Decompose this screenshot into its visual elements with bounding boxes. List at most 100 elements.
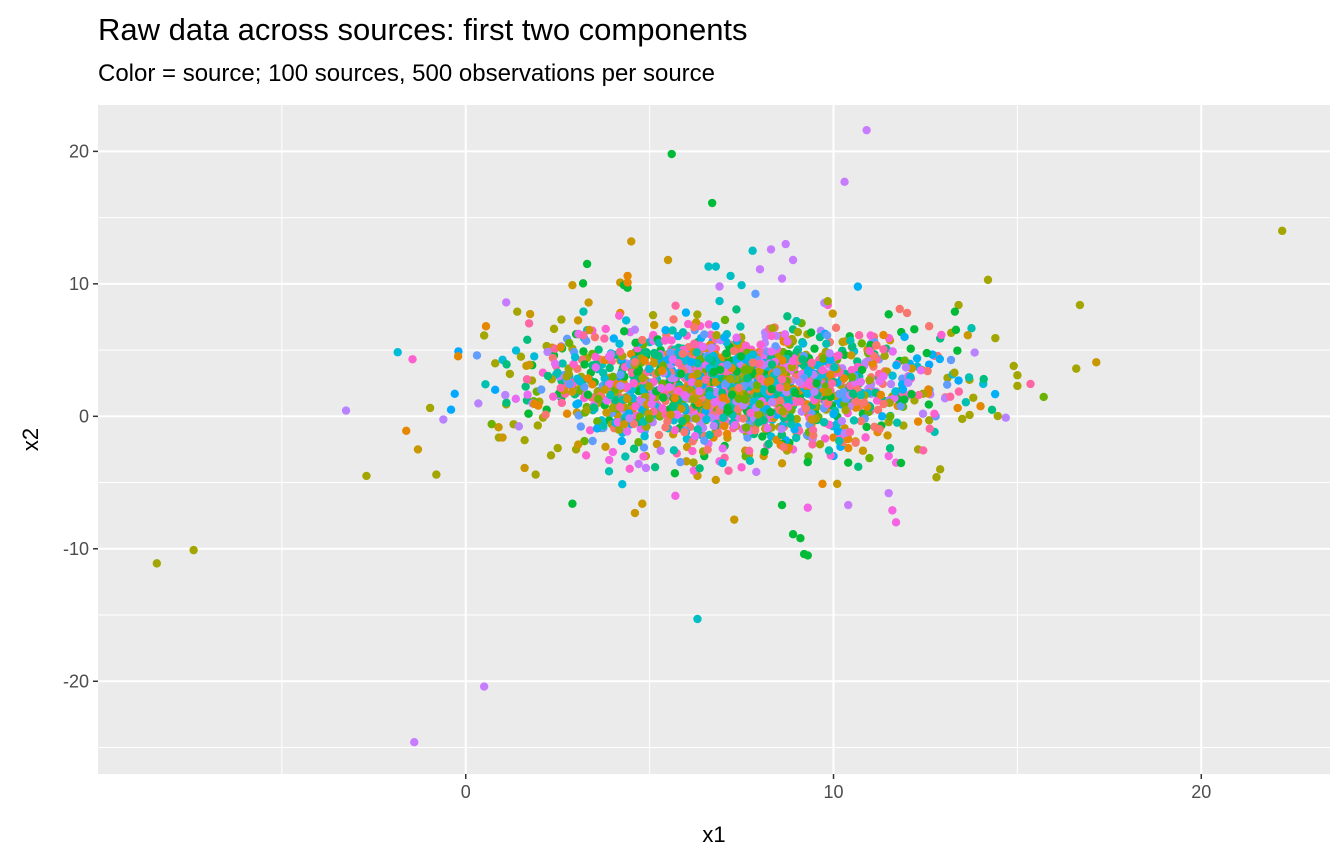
data-point bbox=[760, 447, 769, 456]
data-point bbox=[885, 412, 895, 421]
data-point bbox=[606, 390, 615, 400]
data-point bbox=[737, 463, 746, 472]
data-point bbox=[853, 282, 863, 291]
data-point bbox=[892, 418, 902, 427]
data-point bbox=[953, 346, 962, 355]
data-point bbox=[688, 394, 698, 404]
data-point bbox=[865, 376, 874, 385]
data-point bbox=[616, 381, 625, 391]
data-point bbox=[766, 376, 775, 386]
data-point bbox=[657, 384, 666, 393]
data-point bbox=[693, 369, 702, 378]
data-point bbox=[844, 443, 853, 453]
data-point bbox=[649, 320, 659, 330]
data-point bbox=[806, 328, 816, 337]
chart-subtitle: Color = source; 100 sources, 500 observa… bbox=[98, 60, 716, 87]
data-point bbox=[718, 444, 727, 453]
data-point bbox=[751, 289, 760, 299]
data-point bbox=[913, 417, 923, 426]
data-point bbox=[609, 334, 618, 343]
y-tick-label: 0 bbox=[79, 406, 89, 426]
data-point bbox=[670, 393, 680, 403]
data-point bbox=[719, 413, 728, 422]
data-point bbox=[930, 409, 939, 418]
data-point bbox=[846, 336, 855, 345]
data-point bbox=[695, 387, 704, 396]
data-point bbox=[648, 310, 658, 320]
data-point bbox=[808, 440, 817, 449]
data-point bbox=[839, 374, 849, 383]
data-point bbox=[726, 271, 735, 281]
data-point bbox=[362, 471, 371, 481]
data-point bbox=[892, 361, 901, 370]
data-point bbox=[879, 345, 888, 354]
data-point bbox=[630, 325, 640, 334]
data-point bbox=[625, 464, 634, 474]
data-point bbox=[623, 394, 632, 404]
data-point bbox=[616, 370, 625, 379]
data-point bbox=[916, 366, 926, 375]
data-point bbox=[557, 315, 566, 324]
data-point bbox=[852, 397, 862, 406]
data-point bbox=[667, 149, 676, 159]
data-point bbox=[659, 393, 668, 402]
data-point bbox=[763, 424, 772, 433]
data-point bbox=[556, 343, 565, 352]
data-point bbox=[514, 422, 524, 431]
data-point bbox=[625, 414, 634, 423]
data-point bbox=[627, 237, 636, 246]
data-point bbox=[778, 356, 787, 365]
data-point bbox=[525, 360, 534, 370]
data-point bbox=[579, 347, 588, 356]
data-point bbox=[1277, 226, 1287, 236]
data-point bbox=[884, 451, 893, 461]
data-point bbox=[858, 446, 868, 455]
data-point bbox=[991, 333, 1000, 343]
data-point bbox=[711, 475, 721, 485]
data-point bbox=[580, 360, 589, 369]
data-point bbox=[699, 342, 708, 352]
data-point bbox=[857, 339, 867, 348]
data-point bbox=[743, 374, 752, 383]
data-point bbox=[619, 327, 629, 336]
data-point bbox=[1092, 358, 1101, 367]
data-point bbox=[807, 358, 816, 367]
chart-title: Raw data across sources: first two compo… bbox=[98, 12, 748, 47]
data-point bbox=[835, 436, 844, 446]
data-point bbox=[767, 385, 776, 394]
data-point bbox=[550, 359, 560, 368]
data-point bbox=[580, 436, 589, 446]
data-point bbox=[585, 325, 594, 335]
data-point bbox=[501, 390, 510, 400]
data-point bbox=[502, 398, 511, 407]
data-point bbox=[600, 385, 609, 394]
data-point bbox=[537, 385, 546, 394]
data-point bbox=[511, 346, 521, 355]
data-point bbox=[598, 368, 608, 378]
data-point bbox=[753, 381, 762, 390]
data-point bbox=[787, 419, 796, 429]
data-point bbox=[634, 438, 643, 447]
data-point bbox=[779, 442, 788, 452]
data-point bbox=[910, 325, 919, 334]
data-point bbox=[925, 424, 934, 433]
data-point bbox=[702, 415, 711, 424]
data-point bbox=[481, 380, 490, 389]
data-point bbox=[756, 340, 765, 349]
data-point bbox=[818, 366, 827, 375]
data-point bbox=[866, 331, 875, 340]
data-point bbox=[750, 426, 760, 435]
data-point bbox=[744, 446, 754, 456]
data-point bbox=[739, 414, 748, 423]
y-tick-label: 10 bbox=[69, 274, 89, 294]
data-point bbox=[548, 392, 558, 401]
data-point bbox=[562, 409, 572, 418]
major-gridlines bbox=[98, 105, 1330, 774]
data-point bbox=[553, 443, 562, 453]
data-point bbox=[568, 387, 577, 396]
data-point bbox=[573, 316, 583, 325]
data-point bbox=[737, 280, 746, 290]
data-point bbox=[729, 346, 739, 356]
data-point bbox=[809, 431, 818, 440]
